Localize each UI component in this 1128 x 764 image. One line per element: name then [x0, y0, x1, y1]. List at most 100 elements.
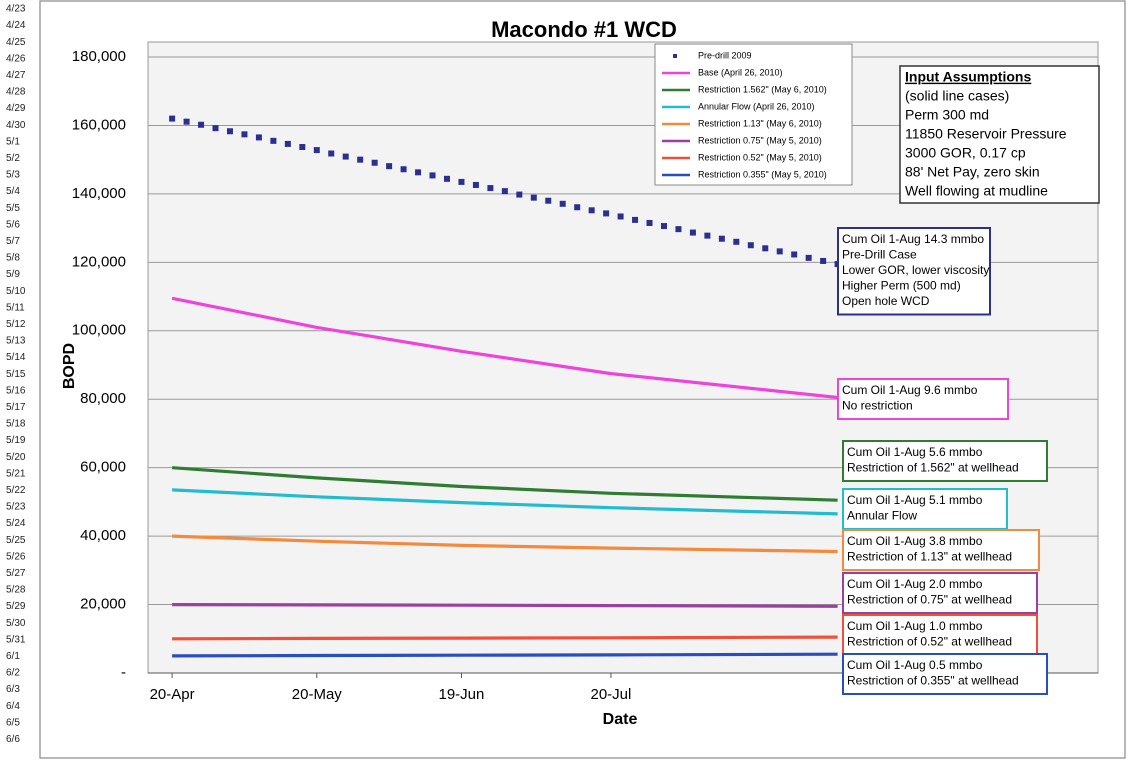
- data-point: [588, 207, 595, 214]
- data-point: [183, 118, 190, 125]
- annotation-text: Restriction of 0.355" at wellhead: [847, 674, 1019, 688]
- side-label: 5/30: [6, 618, 26, 629]
- data-point: [530, 194, 537, 201]
- annotation-text: Restriction of 1.562" at wellhead: [847, 461, 1019, 475]
- annotation-text: No restriction: [842, 399, 913, 413]
- legend-label: Pre-drill 2009: [698, 50, 752, 60]
- data-point: [342, 153, 349, 160]
- side-label: 6/6: [6, 734, 20, 745]
- data-point: [559, 200, 566, 207]
- input-line: 11850 Reservoir Pressure: [905, 126, 1067, 142]
- side-label: 5/31: [6, 634, 26, 645]
- annotation-box: [842, 653, 1048, 695]
- legend-box: [654, 43, 853, 186]
- data-point: [313, 147, 320, 154]
- side-label: 5/26: [6, 551, 26, 562]
- annotation-text: Annular Flow: [847, 509, 917, 523]
- series-group: [169, 115, 841, 658]
- data-point: [472, 181, 479, 188]
- annotation-text: Open hole WCD: [842, 294, 930, 308]
- series-line: [172, 488, 838, 516]
- side-label: 4/26: [6, 53, 26, 64]
- side-label: 5/25: [6, 535, 26, 546]
- data-point: [400, 166, 407, 173]
- side-label: 5/14: [6, 352, 26, 363]
- data-point: [371, 159, 378, 166]
- data-point: [776, 248, 783, 255]
- x-tick-label: 20-Apr: [150, 686, 195, 703]
- series-line: [172, 635, 838, 641]
- annotation-text: Restriction of 0.75" at wellhead: [847, 593, 1012, 607]
- legend-marker: [673, 54, 677, 58]
- annotation: Cum Oil 1-Aug 14.3 mmbo Pre-Drill CaseLow…: [837, 227, 991, 316]
- side-label: 5/19: [6, 435, 26, 446]
- annotation-text: Cum Oil 1-Aug 5.6 mmbo: [847, 445, 983, 459]
- x-tick-label: 19-Jun: [439, 686, 485, 703]
- data-point: [617, 213, 624, 220]
- side-label: 6/3: [6, 684, 20, 695]
- data-point: [501, 188, 508, 195]
- legend-label: Restriction 0.355" (May 5, 2010): [698, 169, 827, 179]
- data-point: [284, 140, 291, 147]
- data-point: [733, 238, 740, 245]
- side-label: 4/29: [6, 103, 26, 114]
- y-tick-label: 20,000: [80, 596, 126, 613]
- data-point: [805, 254, 812, 261]
- data-point: [747, 242, 754, 249]
- data-point: [429, 172, 436, 179]
- y-tick-label: 180,000: [72, 48, 126, 65]
- side-label: 5/7: [6, 236, 20, 247]
- data-point: [545, 197, 552, 204]
- annotation: Cum Oil 1-Aug 2.0 mmbo Restriction of 0.7…: [842, 572, 1038, 614]
- input-line: Well flowing at mudline: [905, 183, 1048, 199]
- legend-label: Restriction 1.13" (May 6, 2010): [698, 118, 822, 128]
- annotation-text: Pre-Drill Case: [842, 248, 917, 262]
- legend-label: Annular Flow (April 26, 2010): [698, 101, 815, 111]
- side-label: 5/15: [6, 369, 26, 380]
- series-line: [172, 534, 838, 554]
- side-label: 6/5: [6, 717, 20, 728]
- series-line: [172, 652, 838, 658]
- legend-label: Restriction 0.52" (May 5, 2010): [698, 152, 822, 162]
- side-label: 5/13: [6, 336, 26, 347]
- side-label: 5/4: [6, 186, 20, 197]
- data-point: [198, 121, 205, 128]
- x-axis-label: Date: [603, 711, 638, 728]
- annotation: Cum Oil 1-Aug 9.6 mmbo No restriction: [837, 378, 1009, 420]
- data-point: [574, 204, 581, 211]
- side-label: 5/9: [6, 269, 20, 280]
- side-label: 4/24: [6, 20, 26, 31]
- chart-title: Macondo #1 WCD: [491, 17, 677, 42]
- annotation-text: Cum Oil 1-Aug 3.8 mmbo: [847, 534, 983, 548]
- annotation-text: Restriction of 1.13" at wellhead: [847, 550, 1012, 564]
- y-tick-label: -: [121, 664, 126, 681]
- side-label: 5/29: [6, 601, 26, 612]
- data-point: [791, 251, 798, 258]
- annotation-box: [842, 529, 1040, 571]
- input-box: [899, 65, 1100, 204]
- y-tick-label: 100,000: [72, 322, 126, 339]
- annotation-text: Cum Oil 1-Aug 2.0 mmbo: [847, 577, 983, 591]
- data-point: [646, 219, 653, 226]
- y-tick-label: 40,000: [80, 527, 126, 544]
- side-label: 5/27: [6, 568, 26, 579]
- side-label: 5/20: [6, 452, 26, 463]
- annotation-box: [842, 440, 1048, 482]
- data-point: [226, 128, 233, 135]
- annotation-box: [842, 488, 1008, 530]
- annotation-text: Cum Oil 1-Aug 9.6 mmbo: [842, 383, 978, 397]
- annotation: Cum Oil 1-Aug 5.1 mmbo Annular Flow: [842, 488, 1008, 530]
- input-assumptions: Input Assumptions (solid line cases) Perm …: [899, 65, 1100, 204]
- data-point: [357, 156, 364, 163]
- input-line: 3000 GOR, 0.17 cp: [905, 145, 1026, 161]
- side-label: 6/4: [6, 701, 20, 712]
- y-tick-label: 60,000: [80, 459, 126, 476]
- input-line: Perm 300 md: [905, 107, 989, 123]
- y-axis-label: BOPD: [61, 343, 78, 389]
- data-point: [270, 137, 277, 144]
- annotation-text: Cum Oil 1-Aug 14.3 mmbo: [842, 232, 984, 246]
- data-point: [820, 257, 827, 264]
- series-line: [171, 466, 838, 502]
- side-label: 5/1: [6, 136, 20, 147]
- side-label: 5/10: [6, 286, 26, 297]
